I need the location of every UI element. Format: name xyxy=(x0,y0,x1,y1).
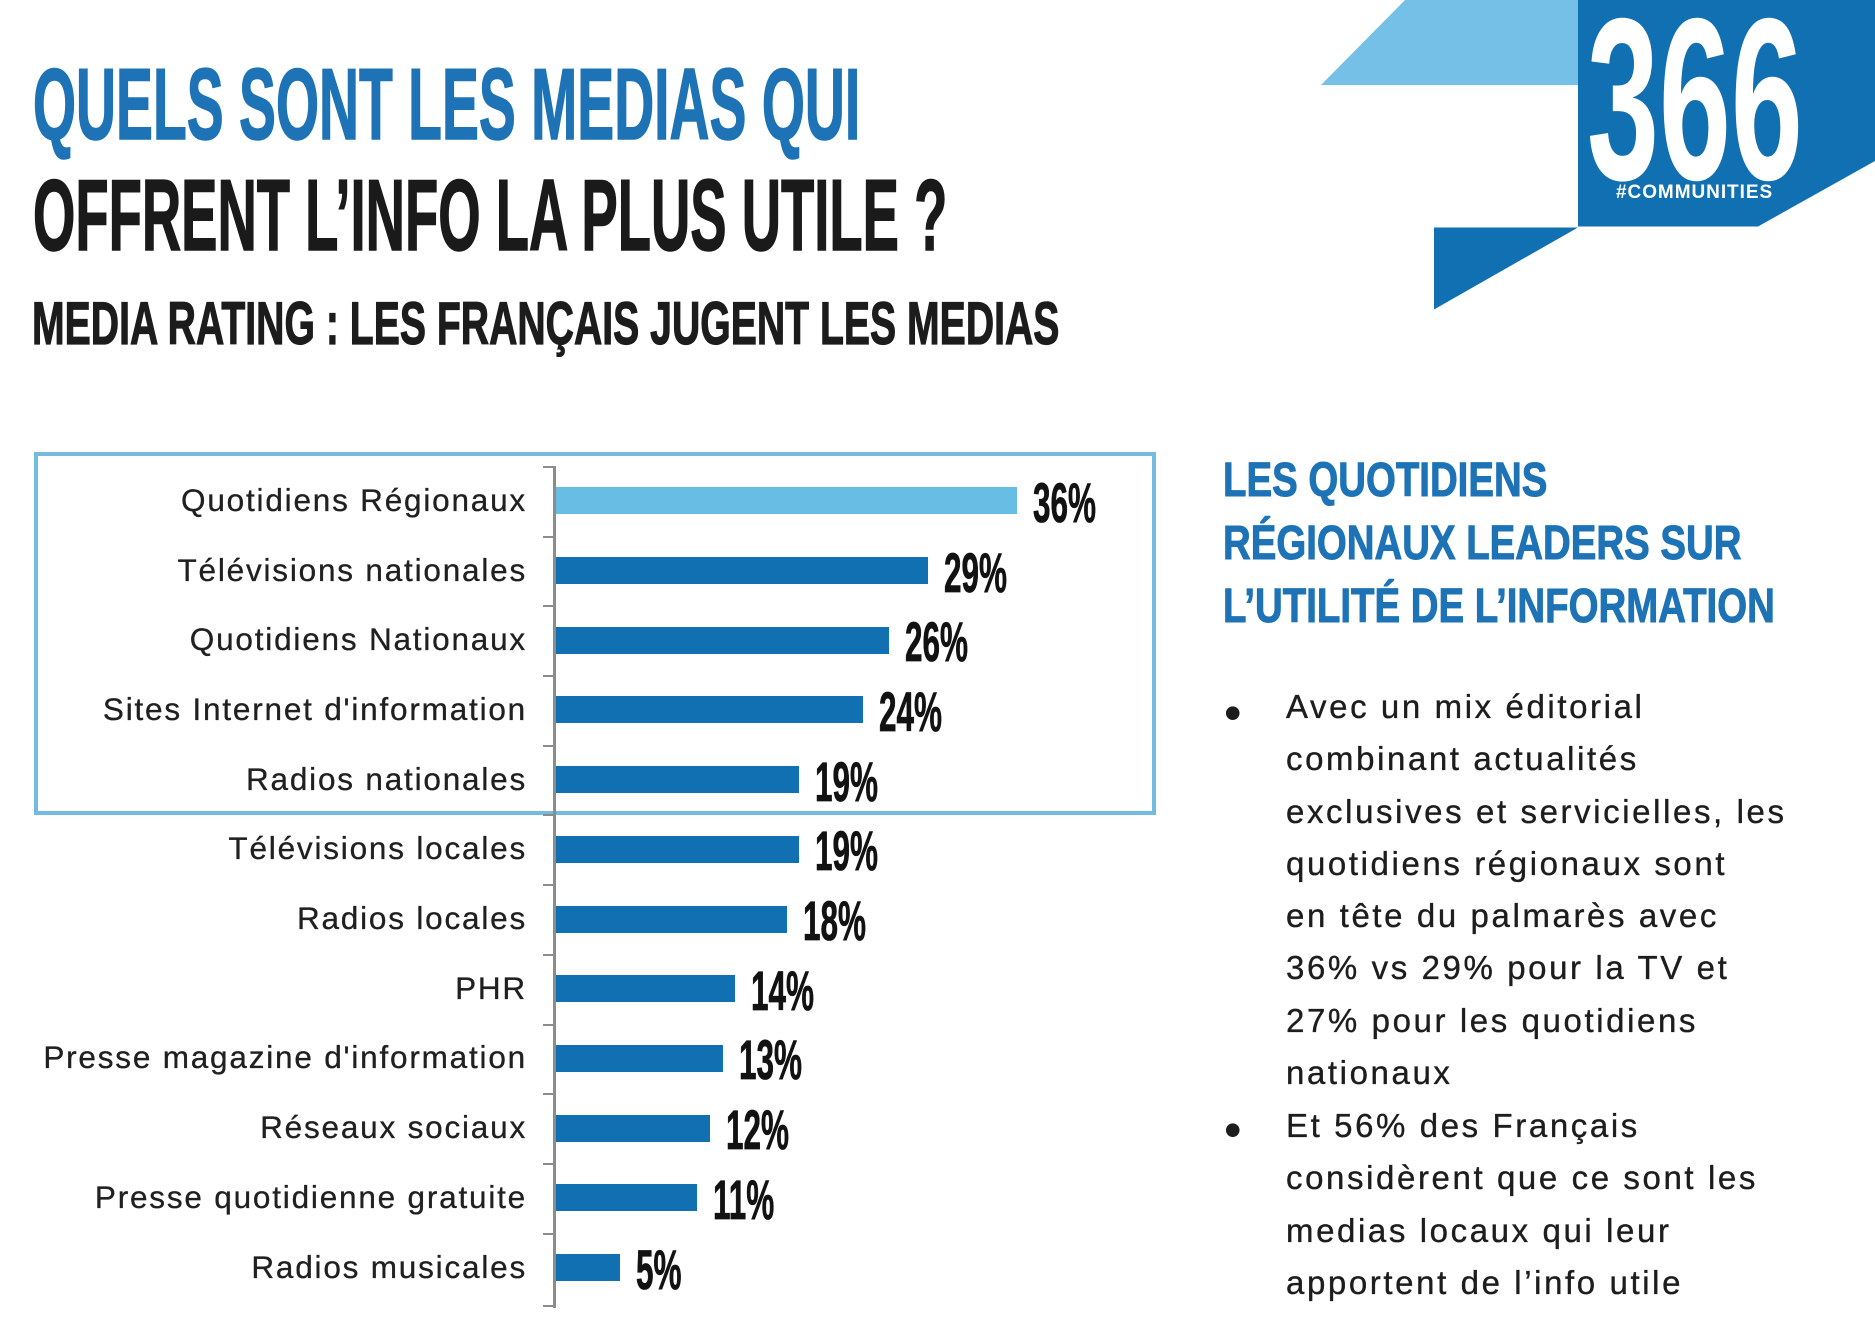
svg-text:#COMMUNITIES: #COMMUNITIES xyxy=(1616,182,1773,203)
svg-text:366: 366 xyxy=(1587,0,1803,228)
